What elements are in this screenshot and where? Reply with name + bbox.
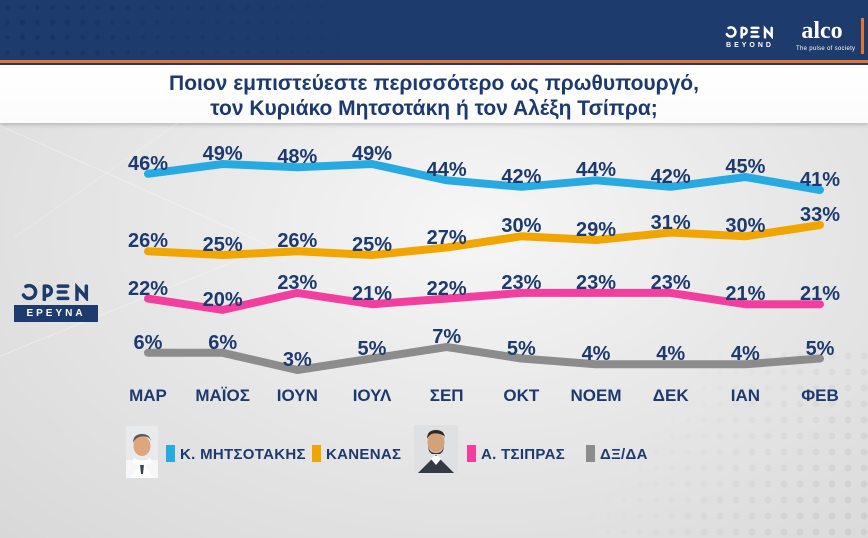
month-label: ΙΟΥΝ xyxy=(276,386,318,405)
value-label: 49% xyxy=(351,143,393,165)
question-line-1: Ποιον εμπιστεύεστε περισσότερο ως πρωθυπ… xyxy=(169,72,699,95)
value-label: 23% xyxy=(277,271,318,294)
value-label: 49% xyxy=(202,143,243,165)
series-line-1 xyxy=(144,221,824,259)
value-label: 29% xyxy=(576,219,617,241)
value-label: 6% xyxy=(133,331,163,354)
month-label: ΜΑΪΟΣ xyxy=(195,386,250,405)
value-label: 41% xyxy=(800,169,841,191)
open-tv-icon xyxy=(725,25,773,39)
value-label: 5% xyxy=(357,337,387,360)
question-line-2: τον Κυριάκο Μητσοτάκη ή τον Αλέξη Τσίπρα… xyxy=(210,97,658,120)
value-label: 25% xyxy=(202,234,243,256)
legend-swatch-mitsotakis xyxy=(166,445,175,462)
value-label: 5% xyxy=(506,337,536,360)
value-label: 27% xyxy=(426,226,467,249)
value-label: 5% xyxy=(805,337,835,360)
month-label: ΔΕΚ xyxy=(652,386,689,405)
open-ereyna-badge: ΕΡΕΥΝΑ xyxy=(14,283,98,322)
month-label: ΜΑΡ xyxy=(129,386,167,405)
alco-wordmark: alco xyxy=(801,18,843,44)
series-line-3 xyxy=(144,343,824,374)
alco-logo: alco The pulse of society xyxy=(796,18,856,52)
open-tv-icon xyxy=(21,283,89,301)
value-label: 30% xyxy=(501,215,542,238)
value-label: 45% xyxy=(725,156,766,178)
value-label: 31% xyxy=(650,211,691,234)
alco-tagline: The pulse of society xyxy=(796,46,856,52)
legend-swatch-kanenas xyxy=(312,445,321,462)
month-label: ΦΕΒ xyxy=(801,386,839,405)
value-label: 30% xyxy=(725,215,766,238)
halftone-dots xyxy=(568,348,868,538)
month-label: ΝΟΕΜ xyxy=(570,386,622,405)
value-label: 20% xyxy=(202,288,243,311)
header-texture xyxy=(0,0,868,60)
ereyna-label: ΕΡΕΥΝΑ xyxy=(14,305,98,322)
legend-label-dxda: ΔΞ/ΔΑ xyxy=(600,446,648,463)
legend-swatch-dxda xyxy=(586,445,595,462)
value-label: 26% xyxy=(127,230,169,253)
month-label: ΣΕΠ xyxy=(429,386,464,405)
value-label: 23% xyxy=(576,271,617,294)
open-beyond-logo: BEYOND xyxy=(724,25,776,49)
value-label: 23% xyxy=(501,271,542,294)
value-label: 4% xyxy=(656,343,686,366)
value-label: 22% xyxy=(426,277,467,300)
value-label: 44% xyxy=(576,159,617,182)
value-label: 26% xyxy=(277,230,318,253)
tsipras-photo xyxy=(414,425,458,473)
value-label: 21% xyxy=(351,283,393,306)
navy-divider xyxy=(0,63,868,65)
value-label: 23% xyxy=(650,271,691,294)
series-line-2 xyxy=(144,288,824,314)
header-bar xyxy=(0,0,868,60)
value-label: 4% xyxy=(581,343,611,366)
month-label: ΙΑΝ xyxy=(730,386,760,405)
value-label: 7% xyxy=(432,326,462,348)
question-band: Ποιον εμπιστεύεστε περισσότερο ως πρωθυπ… xyxy=(0,65,868,123)
open-beyond-label: BEYOND xyxy=(726,42,774,49)
value-label: 22% xyxy=(127,277,169,300)
month-label: ΟΚΤ xyxy=(503,386,540,405)
month-label: ΙΟΥΛ xyxy=(352,386,392,405)
alco-orange-bar xyxy=(861,18,864,54)
orange-divider xyxy=(0,60,868,63)
value-label: 21% xyxy=(800,283,841,306)
value-label: 44% xyxy=(426,159,467,182)
value-label: 25% xyxy=(351,234,393,256)
value-label: 21% xyxy=(725,283,766,306)
value-label: 48% xyxy=(277,146,318,169)
series-line-0 xyxy=(144,160,824,194)
legend-label-mitsotakis: Κ. ΜΗΤΣΟΤΑΚΗΣ xyxy=(180,446,306,463)
legend-swatch-tsipras xyxy=(467,445,476,462)
value-label: 42% xyxy=(650,165,691,188)
value-label: 3% xyxy=(282,349,312,371)
value-label: 42% xyxy=(501,165,542,188)
legend-label-tsipras: Α. ΤΣΙΠΡΑΣ xyxy=(481,446,566,463)
value-label: 33% xyxy=(800,204,841,226)
value-label: 46% xyxy=(127,152,169,175)
value-label: 6% xyxy=(208,331,238,354)
legend-label-kanenas: ΚΑΝΕΝΑΣ xyxy=(326,446,402,463)
value-label: 4% xyxy=(730,343,760,366)
mitsotakis-photo xyxy=(126,426,158,478)
background-streaks xyxy=(0,88,320,403)
